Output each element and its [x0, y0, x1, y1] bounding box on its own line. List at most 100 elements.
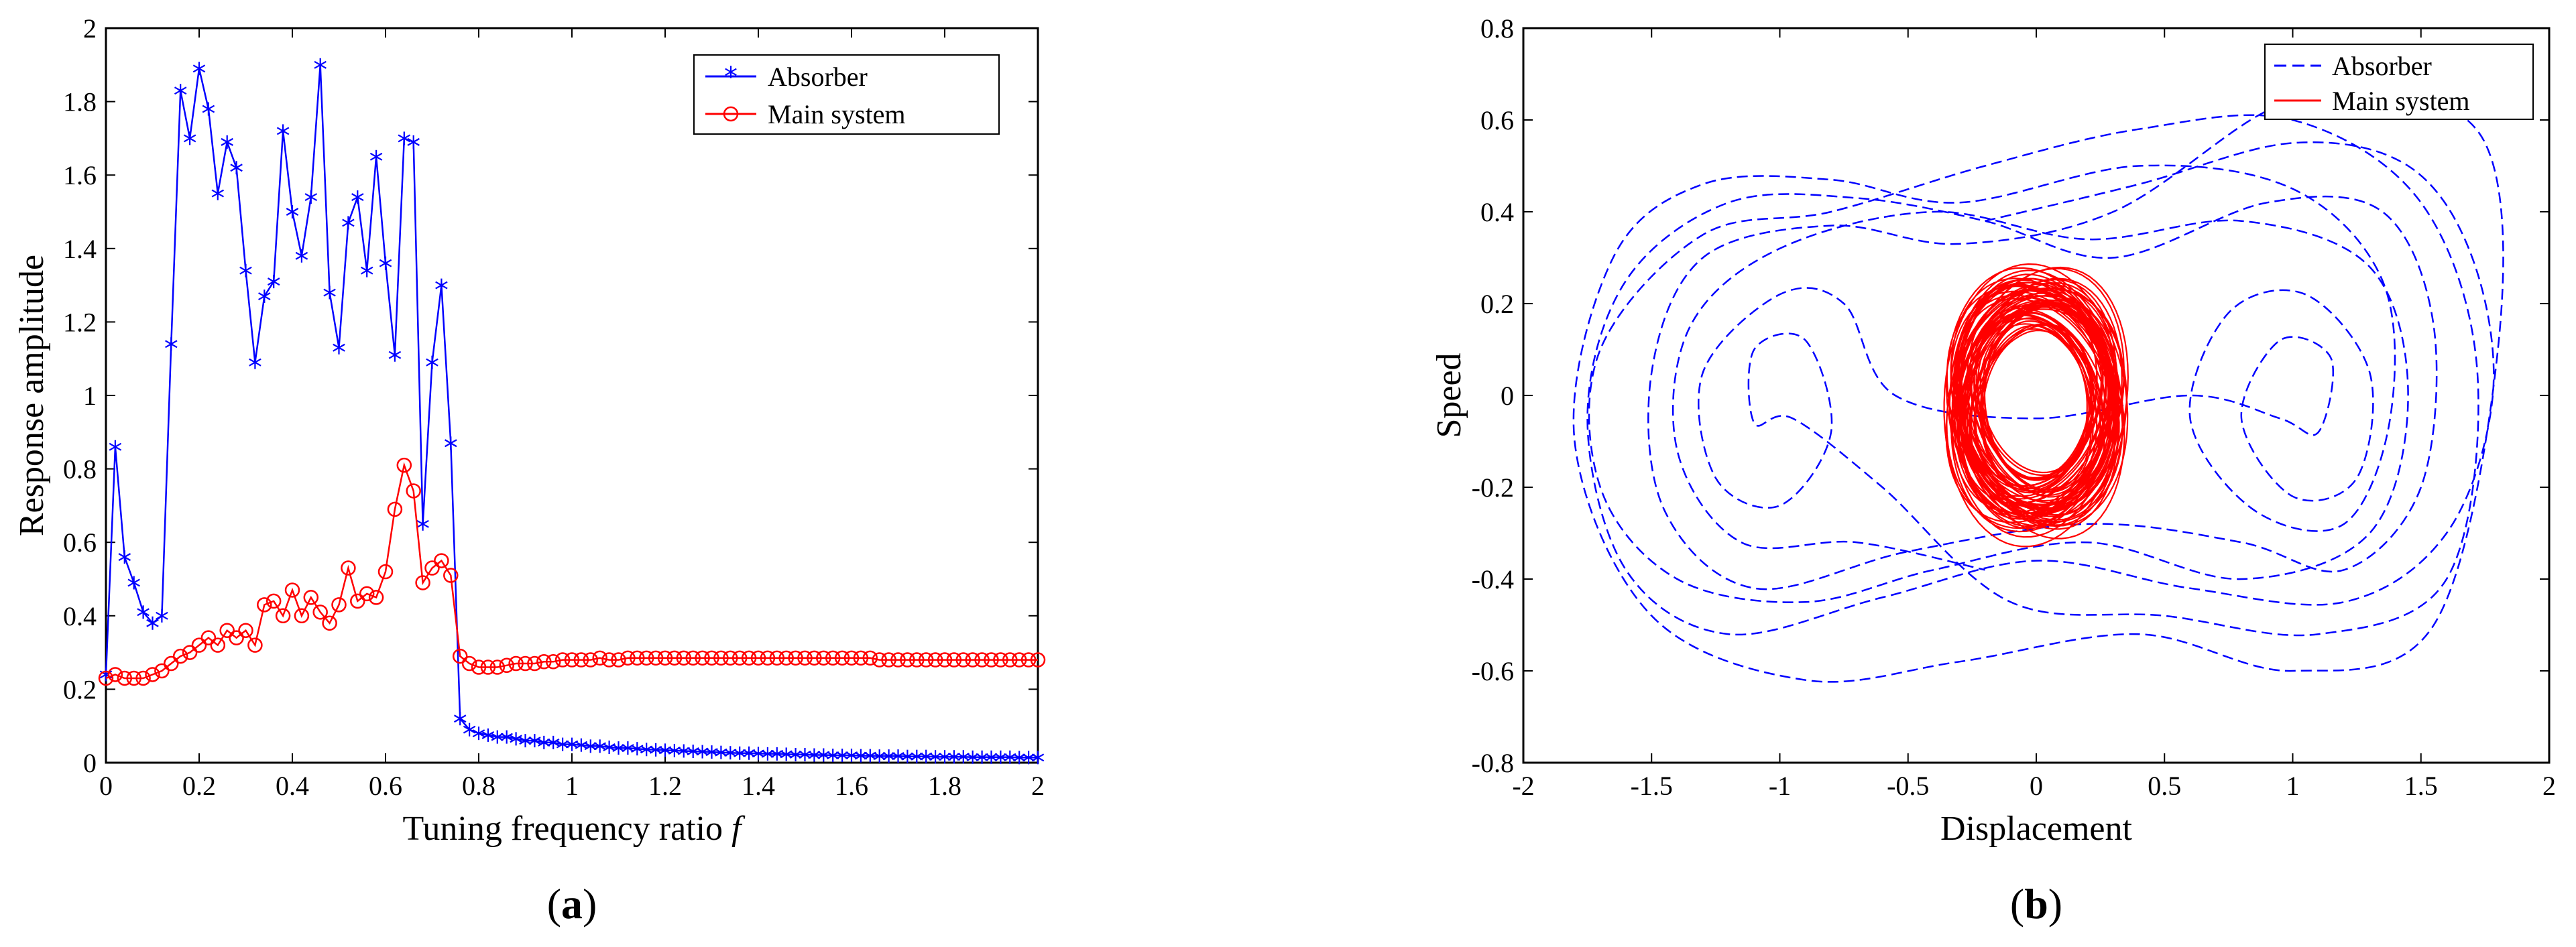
data-point-absorber-a: [835, 749, 849, 763]
data-point-main-system-a: [1030, 652, 1046, 668]
data-point-absorber-a: [976, 750, 988, 764]
data-point-main-system-a: [760, 650, 776, 666]
data-point-main-system-a: [974, 652, 990, 668]
data-point-main-system-a: [638, 650, 654, 666]
data-point-main-system-a: [266, 593, 282, 609]
data-point-main-system-a: [452, 648, 468, 664]
data-point-absorber-a: [789, 747, 802, 761]
data-point-main-system-a: [247, 637, 263, 653]
data-point-main-system-a: [554, 652, 571, 668]
x-axis-symbol-a: f: [731, 810, 746, 848]
legend-label-absorber-b: Absorber: [2332, 51, 2432, 81]
data-point-absorber-a: [966, 750, 979, 764]
legend-box-a: [693, 54, 1000, 135]
data-point-main-system-a: [853, 650, 869, 666]
series-layer-b: [1572, 85, 2504, 683]
a-ytick-label: 0: [83, 748, 97, 778]
data-point-main-system-a: [648, 650, 664, 666]
b-xtick-label: -1.5: [1631, 771, 1673, 801]
a-xtick-label: 0.8: [462, 771, 495, 801]
data-point-main-system-a: [135, 670, 151, 686]
data-point-main-system-a: [946, 652, 962, 668]
data-point-absorber-a: [733, 746, 746, 760]
data-point-absorber-a: [612, 741, 625, 755]
data-point-absorber-a: [1022, 751, 1035, 765]
data-point-main-system-a: [191, 637, 207, 653]
data-point-main-system-a: [471, 659, 487, 675]
data-point-main-system-a: [219, 623, 235, 638]
data-point-absorber-a: [500, 730, 513, 744]
data-point-absorber-a: [360, 263, 373, 277]
data-point-absorber-a: [323, 286, 336, 300]
data-point-absorber-a: [938, 750, 951, 764]
data-point-main-system-a: [909, 652, 925, 668]
data-point-absorber-a: [165, 337, 178, 351]
caption-b-letter: b: [2024, 880, 2048, 928]
data-point-absorber-a: [118, 550, 131, 564]
data-point-main-system-a: [303, 590, 319, 605]
x-axis-ticks-b: -2 -1.5 -1 -0.5 0 0.5 1 1.5 2: [1512, 28, 2556, 801]
data-point-main-system-a: [741, 650, 757, 666]
data-point-main-system-a: [499, 657, 514, 674]
data-point-absorber-a: [472, 727, 485, 741]
b-xtick-label: 1.5: [2404, 771, 2438, 801]
y-axis-label-b: Speed: [1430, 353, 1468, 438]
plot-area-b: [1522, 27, 2551, 764]
data-point-main-system-a: [685, 650, 701, 666]
b-ytick-label: 0.2: [1480, 289, 1514, 319]
b-xtick-label: 0: [2030, 771, 2043, 801]
data-point-absorber-a: [538, 735, 550, 749]
data-point-main-system-a: [1020, 652, 1037, 668]
data-point-main-system-a: [993, 652, 1008, 668]
data-point-absorber-a: [211, 186, 225, 200]
x-axis-label-a: Tuning frequency ratio f: [403, 810, 746, 848]
data-point-absorber-a: [109, 440, 122, 454]
data-point-main-system-a: [154, 663, 170, 679]
data-point-main-system-a: [238, 623, 253, 638]
data-point-absorber-a: [1012, 751, 1026, 765]
data-point-absorber-a: [369, 149, 383, 164]
data-point-absorber-a: [221, 135, 233, 149]
b-xtick-label: -2: [1512, 771, 1534, 801]
series-line-main-system-b: [1943, 263, 2129, 548]
b-ytick-label: 0.6: [1480, 105, 1514, 135]
panel-a: 0 0.2 0.4 0.6 0.8 1 1.2 1.4 1.6 1.8 2 0 0.2 0.4 0.6 0.…: [13, 13, 1046, 928]
legend-box-b: [2264, 44, 2534, 120]
data-point-absorber-a: [314, 58, 327, 72]
data-point-absorber-a: [854, 749, 868, 763]
data-point-absorber-a: [239, 263, 252, 277]
data-point-main-system-a: [723, 650, 738, 666]
data-point-main-system-a: [769, 650, 785, 666]
y-axis-label-a: Response amplitude: [13, 255, 51, 536]
a-ytick-label: 0.4: [63, 601, 97, 631]
data-point-main-system-a: [862, 650, 878, 666]
b-ytick-label: -0.2: [1472, 472, 1514, 503]
y-axis-ticks-a: 0 0.2 0.4 0.6 0.8 1 1.2 1.4 1.6 1.8 2: [63, 13, 1038, 778]
data-point-main-system-a: [117, 670, 133, 686]
data-point-main-system-a: [387, 501, 403, 517]
data-point-main-system-a: [797, 650, 813, 666]
x-axis-ticks-a: 0 0.2 0.4 0.6 0.8 1 1.2 1.4 1.6 1.8 2: [99, 28, 1045, 801]
data-point-absorber-a: [929, 750, 942, 764]
data-point-absorber-a: [407, 135, 420, 149]
b-xtick-label: 0.5: [2148, 771, 2181, 801]
data-point-main-system-a: [843, 650, 860, 666]
data-point-main-system-a: [200, 630, 217, 645]
data-point-absorber-a: [183, 131, 196, 145]
data-point-main-system-a: [312, 605, 328, 620]
data-point-absorber-a: [295, 249, 308, 263]
data-point-main-system-a: [937, 652, 953, 668]
b-ytick-label: 0: [1501, 381, 1514, 411]
data-point-absorber-a: [481, 728, 495, 742]
data-point-absorber-a: [426, 355, 438, 369]
legend-b: Absorber Main system: [2264, 44, 2534, 120]
data-point-main-system-a: [601, 652, 617, 668]
data-point-main-system-a: [536, 654, 552, 670]
data-point-main-system-a: [564, 652, 580, 668]
data-point-main-system-a: [126, 670, 141, 686]
data-point-main-system-a: [657, 650, 673, 666]
data-point-absorber-a: [463, 722, 476, 737]
data-point-absorber-a: [808, 748, 821, 762]
caption-b: (b): [2010, 880, 2062, 928]
